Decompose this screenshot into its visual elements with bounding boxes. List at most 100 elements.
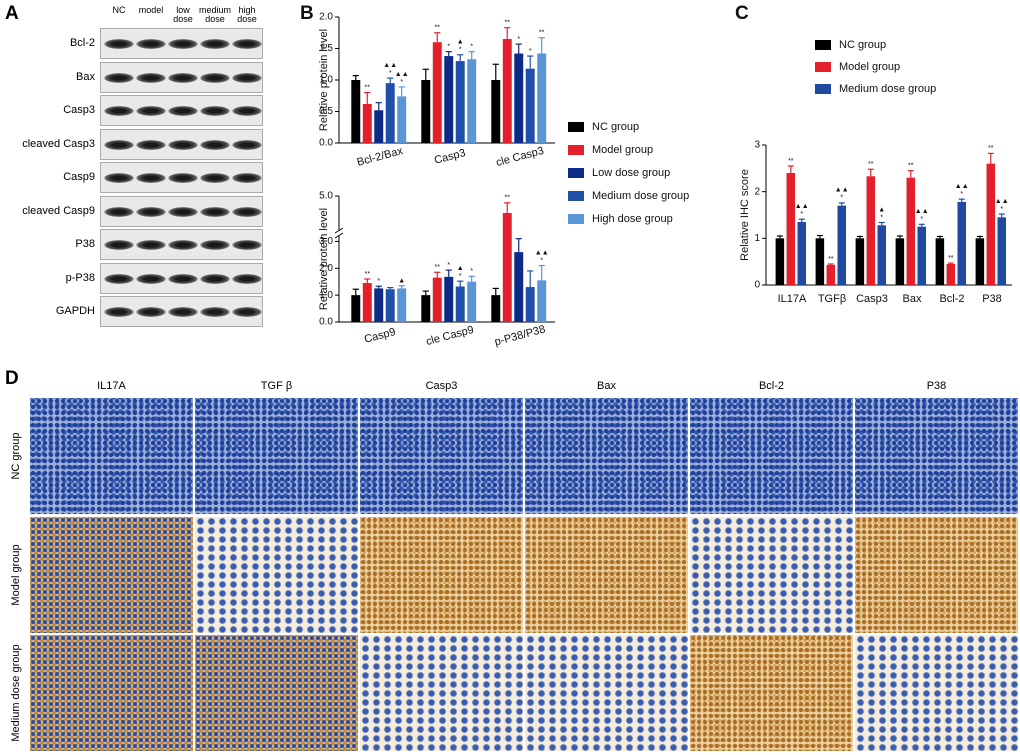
protein-label: GAPDH [55, 305, 95, 317]
y-tick-label: 3.0 [319, 236, 333, 247]
y-tick-label: 1 [754, 233, 760, 244]
y-tick-label: 2.0 [319, 263, 333, 274]
blot-band [232, 139, 262, 150]
y-tick-label: 2.0 [319, 12, 333, 23]
bar [444, 276, 454, 322]
significance-label: ** [948, 255, 954, 262]
blot-strip [100, 128, 263, 160]
ihc-image [690, 398, 853, 514]
significance-label: * [540, 257, 543, 264]
bar [786, 173, 796, 285]
significance-label: * [800, 211, 803, 218]
axis-break [334, 227, 344, 234]
blot-band [104, 72, 134, 83]
column-header: P38 [926, 380, 947, 392]
bar [895, 238, 905, 285]
protein-label: Casp3 [63, 104, 95, 116]
blot-band [168, 173, 198, 183]
bar [514, 252, 524, 322]
legend-swatch [568, 145, 584, 155]
bar [815, 238, 825, 285]
significance-label: ** [988, 145, 994, 152]
legend-label: High dose group [592, 213, 673, 225]
legend-label: Model group [839, 61, 900, 73]
bar [525, 68, 535, 143]
bar [906, 177, 916, 285]
significance-label: * [377, 278, 380, 285]
bar [877, 225, 886, 285]
axis-break [334, 232, 344, 239]
blot-band [136, 206, 166, 217]
bar [957, 201, 966, 285]
lane-label: NC [112, 5, 126, 15]
blot-band [136, 139, 166, 150]
legend-label: Low dose group [592, 167, 670, 179]
blot-band [232, 173, 262, 183]
bar [935, 238, 945, 285]
y-tick-label: 0.5 [319, 106, 333, 117]
x-tick-label: Casp9 [363, 326, 397, 346]
protein-label: P38 [75, 238, 95, 250]
significance-label: * [529, 48, 532, 55]
blot-band [232, 273, 262, 284]
y-tick-label: 2 [754, 186, 760, 197]
bar [455, 286, 465, 322]
blot-band [136, 307, 166, 317]
legend-label: Medium dose group [839, 83, 936, 95]
significance-label: ▲▲ [383, 62, 397, 69]
blot-band [200, 307, 230, 317]
bar [467, 59, 477, 143]
bar [775, 238, 785, 285]
significance-label: ** [539, 30, 545, 37]
x-tick-label: Bcl-2/Bax [356, 145, 405, 169]
legend-label: NC group [592, 121, 639, 133]
bar [502, 39, 512, 143]
y-axis-label: Relative protein level [318, 208, 330, 310]
significance-label: ** [868, 161, 874, 168]
legend-swatch [815, 40, 831, 50]
blot-band [136, 173, 166, 183]
blot-band [168, 206, 198, 217]
blot-band [200, 273, 230, 284]
significance-label: ** [365, 271, 371, 278]
bar [514, 53, 524, 143]
blot-band [168, 39, 198, 49]
legend-label: NC group [839, 39, 886, 51]
bar [917, 226, 926, 285]
panel-letter: C [735, 3, 749, 24]
bar [351, 80, 361, 143]
significance-label: * [447, 43, 450, 50]
bar [385, 83, 395, 143]
protein-label: Casp9 [63, 171, 95, 183]
blot-band [168, 273, 198, 284]
lane-label: high dose [237, 5, 257, 24]
significance-label: ** [505, 20, 511, 27]
ihc-image [855, 398, 1018, 514]
ihc-image [690, 635, 853, 751]
significance-label: * [517, 36, 520, 43]
legend-label: Model group [592, 144, 653, 156]
significance-label: * [880, 214, 883, 221]
blot-band [232, 106, 262, 116]
blot-band [104, 273, 134, 284]
blot-strip [100, 229, 263, 260]
protein-label: p-P38 [65, 271, 95, 284]
ihc-image [195, 516, 358, 633]
y-tick-label: 5.0 [319, 191, 333, 202]
ihc-image [855, 635, 1018, 751]
significance-label: * [960, 191, 963, 198]
panel-letter: B [300, 3, 314, 24]
y-tick-label: 1.0 [319, 290, 333, 301]
blot-band [136, 106, 166, 116]
y-axis-label: Relative IHC score [739, 169, 751, 261]
blot-band [168, 106, 198, 116]
bar [855, 238, 865, 285]
legend-swatch [568, 191, 584, 201]
blot-band [200, 139, 230, 150]
significance-label: * [447, 262, 450, 269]
ihc-image [525, 516, 688, 633]
blot-band [232, 240, 262, 250]
blot-strip [100, 28, 263, 59]
blot-strip [100, 262, 263, 294]
